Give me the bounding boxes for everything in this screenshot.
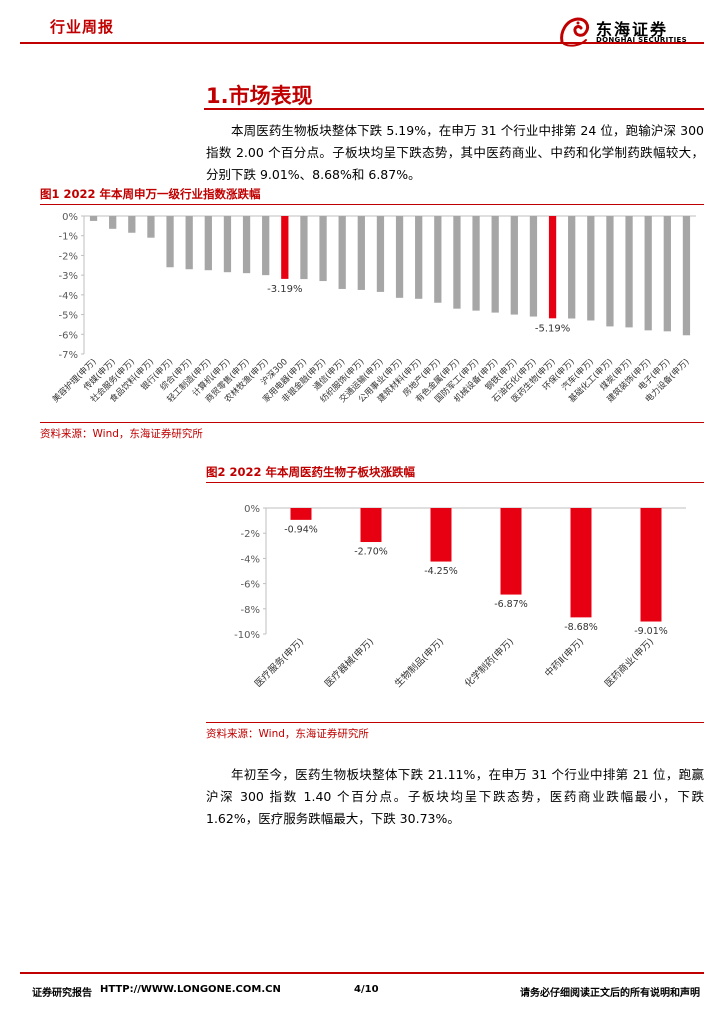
bar	[262, 216, 270, 276]
footer-disclaimer: 请务必仔细阅读正文后的所有说明和声明	[520, 988, 700, 999]
category-label: 化学制药(申万)	[462, 636, 516, 690]
footer-website-link[interactable]: HTTP://WWW.LONGONE.COM.CN	[100, 984, 281, 995]
bar	[357, 216, 365, 290]
bar	[338, 216, 346, 289]
figure1-title: 图1 2022 年本周申万一级行业指数涨跌幅	[40, 187, 261, 201]
y-tick-label: -7%	[59, 350, 78, 361]
bar	[128, 216, 136, 233]
figure2-source-rule	[206, 722, 704, 723]
bar	[204, 216, 212, 271]
y-tick-label: 0%	[244, 504, 260, 515]
bar	[430, 508, 452, 562]
y-tick-label: -4%	[59, 291, 78, 302]
paragraph-weekly-performance: 本周医药生物板块整体下跌 5.19%，在申万 31 个行业中排第 24 位，跑输…	[206, 123, 704, 182]
bar	[300, 216, 308, 280]
bar	[568, 216, 576, 319]
bar	[89, 216, 98, 221]
industry-index-chart: 0%-1%-2%-3%-4%-5%-6%-7%美容护理(申万)传媒(申万)社会服…	[50, 212, 696, 405]
y-tick-label: -3%	[59, 271, 78, 282]
figure2-title: 图2 2022 年本周医药生物子板块涨跌幅	[206, 465, 416, 479]
y-tick-label: -4%	[241, 554, 260, 565]
category-label: 中药Ⅱ(申万)	[542, 636, 586, 680]
bar	[376, 216, 385, 292]
category-label: 医疗服务(申万)	[252, 636, 306, 690]
data-label: -3.19%	[267, 284, 302, 295]
bar	[434, 216, 442, 303]
bar	[109, 216, 117, 229]
footer-report-label: 证券研究报告	[32, 988, 92, 999]
bar	[587, 216, 595, 321]
category-label: 生物制品(申万)	[392, 636, 446, 690]
bar	[500, 508, 522, 595]
bar	[529, 216, 538, 317]
figure1-source-rule	[40, 422, 704, 423]
bar	[242, 216, 251, 274]
section-divider	[204, 108, 704, 110]
data-label: -5.19%	[535, 323, 570, 334]
category-label: 医疗器械(申万)	[322, 636, 376, 690]
data-label: -2.70%	[354, 547, 388, 558]
y-tick-label: -1%	[59, 232, 78, 243]
bar	[510, 216, 518, 315]
dragon-logo-icon	[560, 17, 590, 47]
y-tick-label: -6%	[241, 580, 260, 591]
data-label: -9.01%	[634, 626, 668, 637]
bar	[548, 216, 557, 319]
header-divider	[20, 42, 704, 44]
y-tick-label: -2%	[59, 251, 78, 262]
bar	[415, 216, 423, 299]
bar	[682, 216, 691, 336]
bar	[281, 216, 289, 279]
figure2-source: 资料来源：Wind，东海证券研究所	[206, 728, 369, 740]
y-tick-label: -6%	[59, 330, 78, 341]
bar	[453, 216, 461, 309]
logo-text-cn: 东海证券	[596, 20, 669, 39]
footer-divider	[20, 972, 704, 974]
bar	[606, 216, 614, 327]
y-tick-label: -2%	[241, 529, 260, 540]
logo-text-en: DONGHAI SECURITIES	[596, 36, 687, 44]
bar	[185, 216, 193, 270]
bar	[663, 216, 671, 332]
data-label: -0.94%	[284, 524, 318, 535]
bar	[223, 216, 232, 273]
data-label: -4.25%	[424, 566, 458, 577]
bar	[491, 216, 499, 313]
category-label: 医药商业(申万)	[602, 636, 656, 690]
bar	[166, 216, 174, 268]
bar	[360, 508, 382, 543]
bar	[644, 216, 652, 331]
bar	[290, 508, 312, 520]
y-tick-label: -5%	[59, 311, 78, 322]
bar	[640, 508, 662, 622]
figure1-source: 资料来源：Wind，东海证券研究所	[40, 428, 203, 440]
figure1-title-rule	[40, 204, 704, 205]
data-label: -8.68%	[564, 622, 598, 633]
section-title: 1.市场表现	[206, 84, 313, 108]
header-report-type: 行业周报	[50, 18, 115, 36]
bar	[625, 216, 633, 328]
bar	[472, 216, 480, 311]
y-tick-label: 0%	[62, 212, 78, 223]
y-tick-label: -8%	[241, 605, 260, 616]
paragraph-ytd-performance: 年初至今，医药生物板块整体下跌 21.11%，在申万 31 个行业中排第 21 …	[206, 767, 704, 826]
data-label: -6.87%	[494, 599, 528, 610]
bar	[395, 216, 404, 298]
bar	[319, 216, 327, 282]
footer-page-number: 4/10	[354, 984, 379, 995]
bar	[570, 508, 592, 618]
y-tick-label: -10%	[234, 630, 260, 641]
bar	[147, 216, 155, 238]
subsector-chart: 0% -2% -4% -6% -8% -10% -0.94% 医疗服务(申万) -2.70% 医疗…	[234, 504, 686, 690]
figure2-title-rule	[206, 482, 704, 483]
company-logo: 东海证券 DONGHAI SECURITIES	[556, 14, 716, 50]
